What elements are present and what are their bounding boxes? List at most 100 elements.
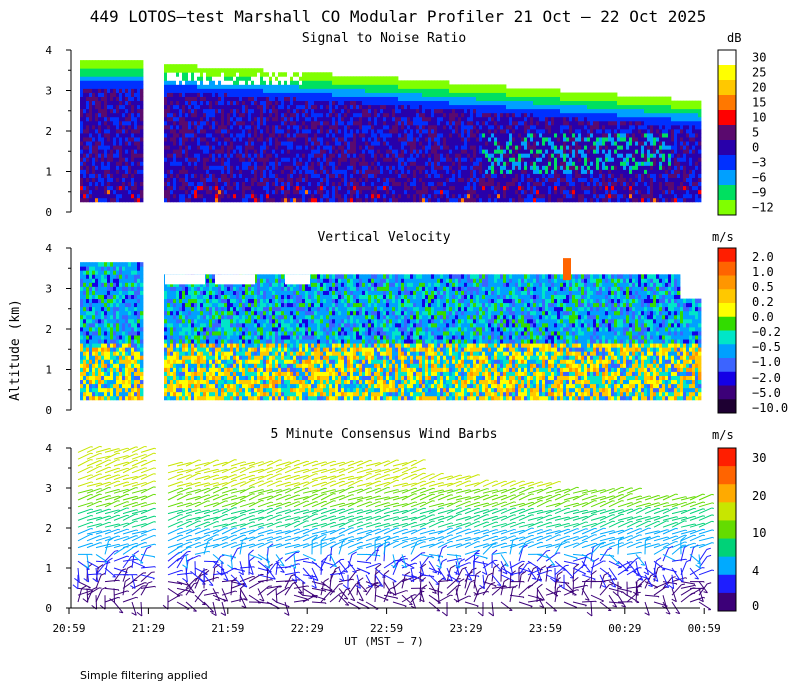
snr-cell bbox=[386, 116, 390, 122]
snr-cell bbox=[548, 149, 552, 154]
snr-cell bbox=[329, 181, 333, 187]
snr-cell bbox=[368, 165, 372, 170]
snr-cell bbox=[431, 141, 435, 146]
snr-cell bbox=[308, 112, 312, 118]
snr-cell bbox=[410, 120, 414, 126]
snr-cell bbox=[317, 161, 321, 166]
snr-cell bbox=[563, 161, 567, 166]
snr-cell bbox=[173, 153, 177, 158]
snr-cell bbox=[440, 173, 444, 178]
snr-cell bbox=[563, 128, 567, 134]
snr-cell bbox=[563, 165, 567, 170]
snr-cell bbox=[170, 177, 174, 183]
snr-cell bbox=[110, 120, 114, 126]
snr-cell bbox=[410, 104, 414, 110]
snr-cell bbox=[446, 88, 450, 93]
snr-cell bbox=[197, 193, 201, 199]
snr-cell bbox=[176, 181, 180, 187]
snr-cell bbox=[512, 116, 516, 122]
snr-cell bbox=[485, 157, 489, 162]
snr-cell bbox=[95, 141, 99, 146]
snr-cell bbox=[239, 96, 243, 102]
snr-cell bbox=[521, 173, 525, 178]
snr-cell bbox=[287, 141, 291, 146]
snr-cell bbox=[341, 124, 345, 130]
snr-cell bbox=[101, 64, 105, 69]
snr-cell bbox=[269, 137, 273, 142]
snr-cell bbox=[173, 72, 177, 77]
snr-cell bbox=[113, 169, 117, 174]
snr-cell bbox=[83, 96, 87, 102]
snr-cell bbox=[317, 100, 321, 106]
snr-cell bbox=[575, 165, 579, 170]
snr-cell bbox=[320, 149, 324, 154]
snr-cell bbox=[98, 124, 102, 130]
snr-cell bbox=[350, 149, 354, 154]
snr-cell bbox=[281, 177, 285, 183]
snr-cell bbox=[122, 149, 126, 154]
snr-cell bbox=[176, 137, 180, 142]
snr-cell bbox=[476, 104, 480, 110]
snr-cell bbox=[212, 193, 216, 199]
snr-cell bbox=[320, 88, 324, 93]
snr-cell bbox=[431, 84, 435, 89]
snr-panel-title: Signal to Noise Ratio bbox=[302, 31, 466, 46]
snr-cell bbox=[131, 153, 135, 158]
snr-cell bbox=[197, 169, 201, 174]
snr-cell bbox=[557, 96, 561, 102]
snr-cell bbox=[491, 116, 495, 122]
snr-cell bbox=[341, 112, 345, 118]
snr-cell bbox=[461, 100, 465, 106]
snr-cell bbox=[89, 173, 93, 178]
snr-cell bbox=[341, 141, 345, 146]
snr-cell bbox=[332, 177, 336, 183]
snr-cell bbox=[569, 197, 573, 203]
snr-cell bbox=[134, 108, 138, 114]
snr-cell bbox=[407, 80, 411, 85]
snr-cell bbox=[227, 72, 231, 77]
snr-cell bbox=[104, 80, 108, 85]
snr-cell bbox=[377, 88, 381, 93]
snr-cell bbox=[164, 68, 168, 73]
snr-cell bbox=[311, 141, 315, 146]
snr-cell bbox=[251, 104, 255, 110]
snr-cell bbox=[344, 96, 348, 102]
snr-cell bbox=[119, 197, 123, 203]
snr-cell bbox=[503, 120, 507, 126]
snr-cell bbox=[287, 116, 291, 122]
snr-cell bbox=[458, 88, 462, 93]
snr-cell bbox=[437, 185, 441, 191]
snr-cell bbox=[413, 108, 417, 114]
snr-cell bbox=[455, 161, 459, 166]
snr-cell bbox=[305, 133, 309, 138]
snr-cell bbox=[488, 157, 492, 162]
snr-cell bbox=[443, 177, 447, 183]
snr-cell bbox=[374, 104, 378, 110]
snr-cell bbox=[275, 80, 279, 85]
snr-cell bbox=[527, 173, 531, 178]
snr-cell bbox=[434, 185, 438, 191]
snr-cell bbox=[377, 133, 381, 138]
snr-cell bbox=[293, 193, 297, 199]
snr-cell bbox=[542, 197, 546, 203]
snr-cell bbox=[434, 193, 438, 199]
snr-cell bbox=[80, 128, 84, 134]
snr-cell bbox=[251, 88, 255, 93]
snr-cell bbox=[92, 92, 96, 97]
snr-cell bbox=[419, 157, 423, 162]
snr-cell bbox=[293, 141, 297, 146]
snr-cell bbox=[176, 104, 180, 110]
snr-cell bbox=[578, 141, 582, 146]
snr-cell bbox=[515, 181, 519, 187]
snr-cell bbox=[464, 193, 468, 199]
snr-cell bbox=[278, 96, 282, 102]
snr-cell bbox=[347, 181, 351, 187]
snr-cell bbox=[242, 112, 246, 118]
snr-cell bbox=[569, 104, 573, 110]
snr-cell bbox=[134, 193, 138, 199]
snr-cell bbox=[230, 193, 234, 199]
snr-cell bbox=[113, 104, 117, 110]
snr-cell bbox=[536, 92, 540, 97]
snr-cell bbox=[524, 165, 528, 170]
